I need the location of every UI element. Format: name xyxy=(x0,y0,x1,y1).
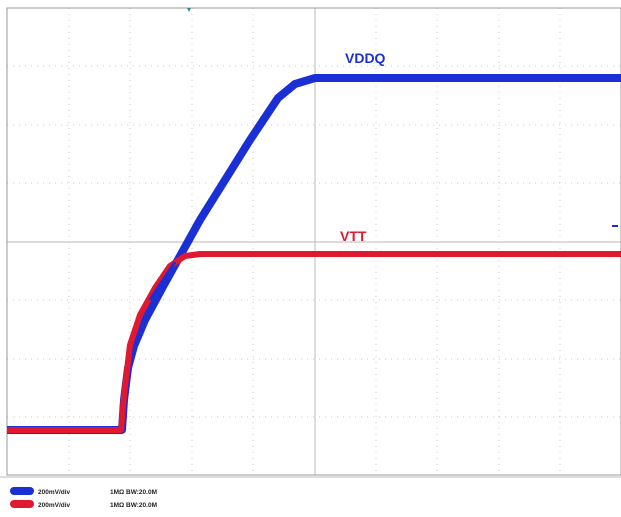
channel-input: 1MΩ BW:20.0M xyxy=(110,502,157,509)
channel-scale: 200mV/div xyxy=(38,489,71,496)
channel-badge xyxy=(10,487,34,495)
trace-label: VDDQ xyxy=(345,50,386,66)
graticule xyxy=(7,8,621,475)
channel-badge xyxy=(10,500,34,508)
vtt-waveform xyxy=(7,251,621,433)
status-bar xyxy=(0,477,621,517)
vddq-overlap xyxy=(148,261,177,301)
trace-label: VTT xyxy=(340,228,367,244)
channel-scale: 200mV/div xyxy=(38,502,71,509)
channel-input: 1MΩ BW:20.0M xyxy=(110,489,157,496)
plot-border xyxy=(6,7,621,476)
trigger-marker xyxy=(187,8,191,12)
